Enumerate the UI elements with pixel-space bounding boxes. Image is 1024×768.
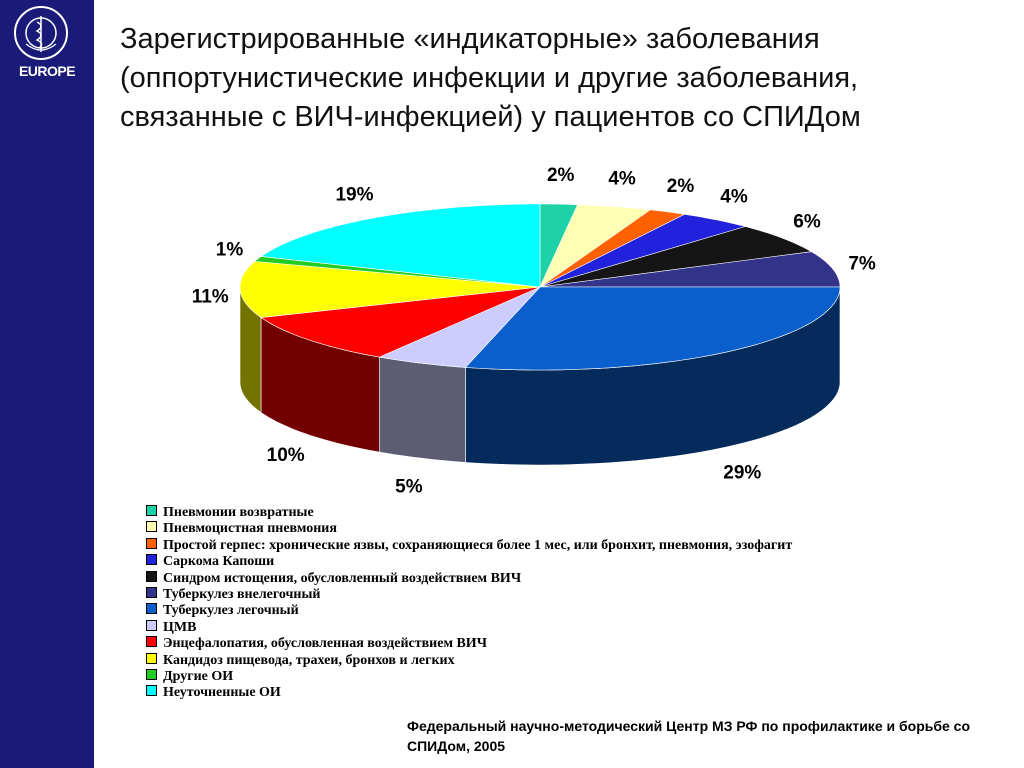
pie-label-5: 6%: [793, 212, 821, 233]
legend-swatch: [146, 586, 157, 598]
pie-label-9: 10%: [267, 445, 305, 466]
legend-item: Простой герпес: хронические язвы, сохран…: [146, 537, 946, 554]
logo-text: EUROPE: [18, 63, 76, 79]
legend-label: Энцефалопатия, обусловленная воздействие…: [163, 636, 487, 652]
legend-swatch: [146, 668, 157, 680]
legend-label: Кандидоз пищевода, трахеи, бронхов и лег…: [163, 652, 455, 668]
who-emblem-icon: [14, 6, 68, 60]
legend-item: Саркома Капоши: [146, 554, 946, 570]
legend-item: Туберкулез легочный: [146, 603, 946, 619]
chart-legend: Пневмонии возвратные Пневмоцистная пневмо…: [146, 505, 946, 702]
legend-label: ЦМВ: [163, 619, 197, 635]
pie-label-4: 4%: [720, 187, 748, 208]
legend-item: Туберкулез внелегочный: [146, 586, 946, 603]
pie-slice-7-top: [464, 286, 841, 371]
legend-swatch: [146, 554, 157, 566]
pie-label-8: 5%: [395, 477, 423, 498]
legend-swatch: [146, 537, 157, 549]
legend-swatch: [146, 603, 157, 615]
legend-label: Туберкулез легочный: [163, 603, 299, 619]
pie-label-12: 19%: [335, 185, 373, 206]
pie-label-6: 7%: [848, 253, 876, 274]
pie-slice-3-top: [539, 209, 686, 288]
legend-label: Пневмонии возвратные: [163, 505, 314, 520]
pie-label-3: 2%: [667, 176, 695, 197]
legend-item: Синдром истощения, обусловленный воздейс…: [146, 570, 946, 587]
legend-item: Неуточненные ОИ: [146, 685, 946, 701]
pie-label-10: 11%: [192, 286, 229, 307]
legend-swatch: [146, 505, 157, 516]
pie-label-11: 1%: [216, 240, 244, 261]
legend-label: Другие ОИ: [163, 668, 234, 684]
legend-label: Синдром истощения, обусловленный воздейс…: [163, 570, 522, 586]
legend-swatch: [146, 636, 157, 648]
pie-slice-8-top: [378, 286, 541, 368]
legend-label: Неуточненные ОИ: [163, 685, 281, 701]
legend-label: Пневмоцистная пневмония: [163, 521, 337, 537]
sidebar: EUROPE: [0, 0, 94, 768]
pie-slice-12-top: [260, 203, 541, 288]
legend-label: Простой герпес: хронические язвы, сохран…: [163, 537, 793, 553]
pie-slice-5-top: [539, 226, 813, 288]
pie-label-1: 2%: [547, 165, 575, 186]
pie-slice-2-top: [539, 204, 652, 288]
page-title: Зарегистрированные «индикаторные» заболе…: [120, 23, 861, 133]
legend-swatch: [146, 619, 157, 631]
pie-slice-10-top: [239, 261, 541, 318]
legend-item: Другие ОИ: [146, 668, 946, 685]
legend-label: Саркома Капоши: [163, 554, 275, 570]
pie-slice-6-top: [539, 251, 841, 288]
pie-slice-8-side: [379, 356, 466, 463]
source-note: Федеральный научно-методический Центр МЗ…: [407, 718, 971, 754]
legend-item: Кандидоз пищевода, трахеи, бронхов и лег…: [146, 652, 946, 669]
legend-swatch: [146, 652, 157, 664]
pie-label-2: 4%: [608, 169, 636, 190]
pie-slice-9-top: [260, 286, 541, 358]
legend-swatch: [146, 570, 157, 582]
legend-swatch: [146, 685, 157, 697]
pie-slice-4-top: [539, 213, 747, 288]
pie-label-7: 29%: [723, 462, 761, 483]
legend-item: Энцефалопатия, обусловленная воздействие…: [146, 636, 946, 652]
legend-item: ЦМВ: [146, 619, 946, 636]
legend-swatch: [146, 521, 157, 533]
legend-item: Пневмоцистная пневмония: [146, 521, 946, 537]
legend-item: Пневмонии возвратные: [146, 505, 946, 521]
legend-label: Туберкулез внелегочный: [163, 586, 321, 602]
